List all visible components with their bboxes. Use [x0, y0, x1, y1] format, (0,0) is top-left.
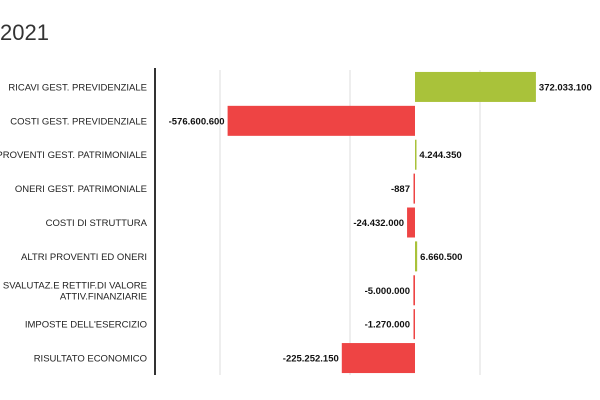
- category-label: COSTI DI STRUTTURA: [46, 218, 148, 229]
- category-label: PROVENTI GEST. PATRIMONIALE: [0, 150, 147, 161]
- chart-title: 2021: [0, 20, 49, 45]
- category-label: ONERI GEST. PATRIMONIALE: [15, 184, 147, 195]
- bar: [415, 241, 418, 272]
- bars: [227, 71, 536, 374]
- bar: [407, 207, 415, 238]
- value-labels: 372.033.100 -576.600.600 4.244.350 -887 -24.…: [169, 82, 592, 364]
- value-label: 372.033.100: [539, 82, 592, 93]
- category-label: ALTRI PROVENTI ED ONERI: [21, 252, 147, 263]
- bar: [341, 343, 415, 374]
- category-label: RISULTATO ECONOMICO: [34, 354, 147, 365]
- category-labels: RICAVI GEST. PREVIDENZIALE COSTI GEST. PR…: [0, 82, 148, 364]
- value-label: -225.252.150: [283, 354, 339, 365]
- category-label: COSTI GEST. PREVIDENZIALE: [10, 116, 147, 127]
- value-label: 4.244.350: [419, 150, 461, 161]
- value-label: -5.000.000: [365, 286, 410, 297]
- category-label: IMPOSTE DELL'ESERCIZIO: [25, 320, 147, 331]
- bar: [413, 275, 415, 306]
- value-label: -576.600.600: [169, 116, 225, 127]
- bar: [227, 105, 415, 136]
- value-label: -887: [391, 184, 410, 195]
- value-label: -1.270.000: [365, 320, 410, 331]
- value-label: -24.432.000: [353, 218, 404, 229]
- category-label: SVALUTAZ.E RETTIF.DI VALORE ATTIV.FINANZI…: [3, 280, 147, 302]
- category-label: RICAVI GEST. PREVIDENZIALE: [8, 82, 147, 93]
- bar: [415, 71, 536, 102]
- bar: [413, 309, 415, 340]
- bar: [415, 139, 417, 170]
- value-label: 6.660.500: [420, 252, 462, 263]
- bar: [413, 173, 415, 204]
